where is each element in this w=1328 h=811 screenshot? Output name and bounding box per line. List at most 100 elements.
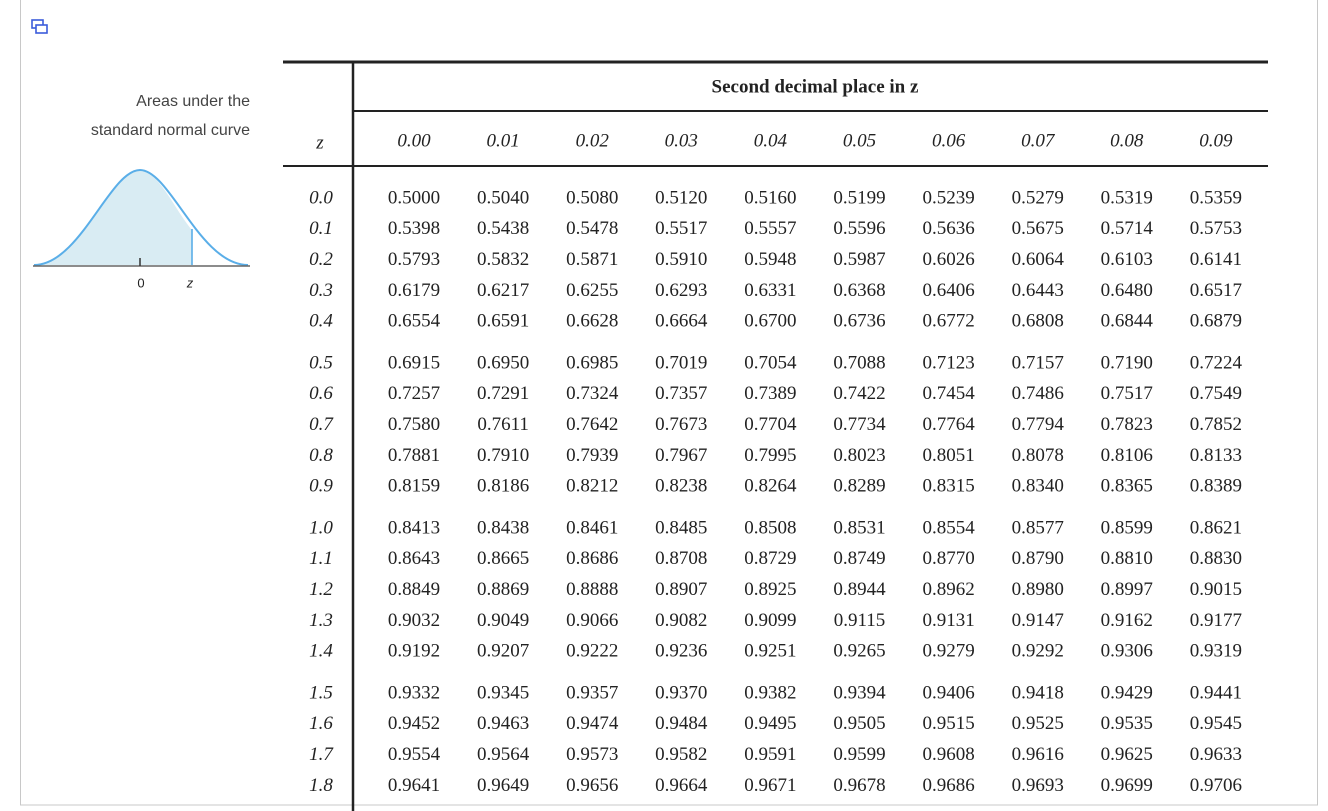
cell: 0.8340 <box>1012 476 1064 497</box>
cell: 0.5239 <box>922 187 974 208</box>
column-header: 0.05 <box>843 130 876 151</box>
cell: 0.5279 <box>1012 187 1064 208</box>
cell: 0.7088 <box>833 352 885 373</box>
cell: 0.8413 <box>388 517 440 538</box>
cell: 0.5359 <box>1190 187 1242 208</box>
cell: 0.9706 <box>1190 775 1242 796</box>
cell: 0.6808 <box>1012 311 1064 332</box>
cell: 0.5517 <box>655 218 707 239</box>
cell: 0.6026 <box>922 249 974 270</box>
cell: 0.9484 <box>655 713 708 734</box>
cell: 0.6772 <box>922 311 974 332</box>
cell: 0.9649 <box>477 775 529 796</box>
cell: 0.9222 <box>566 641 618 662</box>
z-label: z <box>186 275 194 290</box>
cell: 0.6255 <box>566 280 618 301</box>
cell: 0.5040 <box>477 187 529 208</box>
cell: 0.8925 <box>744 579 796 600</box>
cell: 0.7291 <box>477 383 529 404</box>
cell: 0.5438 <box>477 218 529 239</box>
cell: 0.8186 <box>477 476 529 497</box>
caption-line: Areas under the <box>136 93 250 110</box>
cell: 0.7190 <box>1101 352 1153 373</box>
cell: 0.5714 <box>1101 218 1154 239</box>
column-header: 0.00 <box>397 130 431 151</box>
table-title: Second decimal place in z <box>712 76 919 97</box>
z-value: 1.3 <box>309 610 333 631</box>
cell: 0.9535 <box>1101 713 1153 734</box>
cell: 0.6517 <box>1190 280 1242 301</box>
cell: 0.9279 <box>922 641 974 662</box>
cell: 0.8485 <box>655 517 707 538</box>
cell: 0.7910 <box>477 445 529 466</box>
cell: 0.6554 <box>388 311 441 332</box>
cell: 0.9032 <box>388 610 440 631</box>
cell: 0.6406 <box>922 280 974 301</box>
z-value: 1.4 <box>309 641 333 662</box>
cell: 0.5987 <box>833 249 885 270</box>
column-header: 0.03 <box>665 130 698 151</box>
cell: 0.5636 <box>922 218 974 239</box>
cell: 0.7939 <box>566 445 618 466</box>
cell: 0.8686 <box>566 548 618 569</box>
z-value: 0.4 <box>309 311 333 332</box>
cell: 0.6141 <box>1190 249 1242 270</box>
cell: 0.9678 <box>833 775 885 796</box>
cell: 0.9015 <box>1190 579 1242 600</box>
cell: 0.8599 <box>1101 517 1153 538</box>
cell: 0.6736 <box>833 311 885 332</box>
cell: 0.9515 <box>922 713 974 734</box>
z-header: z <box>315 132 324 153</box>
cell: 0.9382 <box>744 682 796 703</box>
cell: 0.7157 <box>1012 352 1064 373</box>
cell: 0.8849 <box>388 579 440 600</box>
cell: 0.9545 <box>1190 713 1242 734</box>
cell: 0.9099 <box>744 610 796 631</box>
bell-curve <box>33 168 250 267</box>
cell: 0.7123 <box>922 352 974 373</box>
cell: 0.9495 <box>744 713 796 734</box>
cell: 0.5557 <box>744 218 796 239</box>
cell: 0.7257 <box>388 383 440 404</box>
cell: 0.8264 <box>744 476 797 497</box>
cell: 0.7454 <box>922 383 975 404</box>
z-value: 0.6 <box>309 383 333 404</box>
cell: 0.9306 <box>1101 641 1153 662</box>
cell: 0.8830 <box>1190 548 1242 569</box>
cell: 0.7324 <box>566 383 619 404</box>
cell: 0.8289 <box>833 476 885 497</box>
cell: 0.5793 <box>388 249 440 270</box>
cell: 0.8315 <box>922 476 974 497</box>
expand-icon[interactable] <box>31 19 48 34</box>
cell: 0.9177 <box>1190 610 1242 631</box>
cell: 0.5319 <box>1101 187 1153 208</box>
cell: 0.9441 <box>1190 682 1242 703</box>
cell: 0.8790 <box>1012 548 1064 569</box>
cell: 0.9573 <box>566 744 618 765</box>
cell: 0.9625 <box>1101 744 1153 765</box>
cell: 0.7019 <box>655 352 707 373</box>
cell: 0.9599 <box>833 744 885 765</box>
cell: 0.9131 <box>922 610 974 631</box>
cell: 0.8159 <box>388 476 440 497</box>
cell: 0.8962 <box>922 579 974 600</box>
cell: 0.5398 <box>388 218 440 239</box>
cell: 0.9608 <box>922 744 974 765</box>
cell: 0.5596 <box>833 218 885 239</box>
cell: 0.7517 <box>1101 383 1153 404</box>
cell: 0.9147 <box>1012 610 1064 631</box>
cell: 0.5832 <box>477 249 529 270</box>
cell: 0.8365 <box>1101 476 1153 497</box>
cell: 0.8869 <box>477 579 529 600</box>
z-value: 0.7 <box>309 414 334 435</box>
cell: 0.8997 <box>1101 579 1153 600</box>
cell: 0.6331 <box>744 280 796 301</box>
cell: 0.9564 <box>477 744 530 765</box>
cell: 0.7734 <box>833 414 886 435</box>
cell: 0.9066 <box>566 610 618 631</box>
cell: 0.9357 <box>566 682 618 703</box>
cell: 0.6217 <box>477 280 529 301</box>
cell: 0.9115 <box>834 610 886 631</box>
cell: 0.9418 <box>1012 682 1064 703</box>
